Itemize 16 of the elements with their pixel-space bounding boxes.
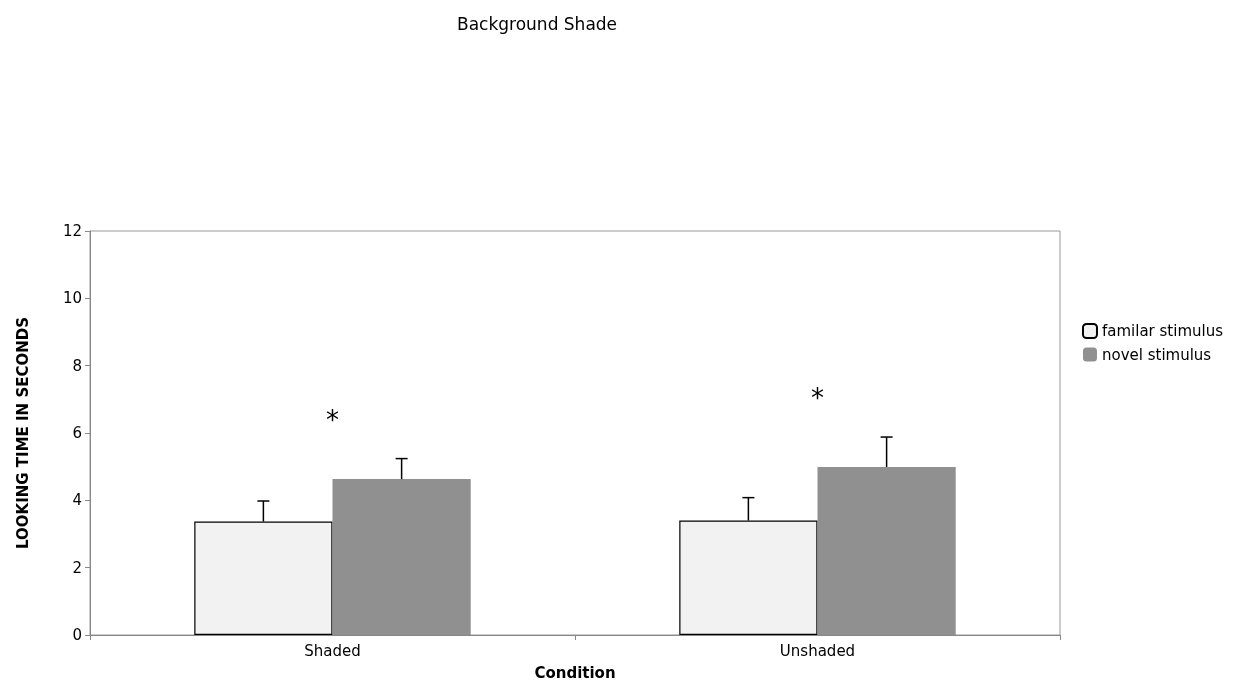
x-tick-label: Shaded [304,641,361,660]
y-tick-label: 2 [72,558,82,577]
y-tick-label: 8 [72,356,82,375]
chart-title: Background Shade [457,13,618,34]
y-tick-label: 6 [72,424,82,442]
y-tick-label: 4 [72,491,82,510]
x-tick-label: Unshaded [779,641,856,660]
legend-label: novel stimulus [1101,345,1212,364]
legend-label: familar stimulus [1101,322,1224,340]
y-axis-title: LOOKING TIME IN SECONDS [13,316,32,550]
y-tick-label: 10 [62,289,82,308]
annotation: * [326,404,339,435]
y-tick-label: 12 [62,222,82,240]
annotation: * [811,383,824,414]
y-tick-label: 0 [72,626,82,644]
x-axis-title: Condition [534,663,616,682]
